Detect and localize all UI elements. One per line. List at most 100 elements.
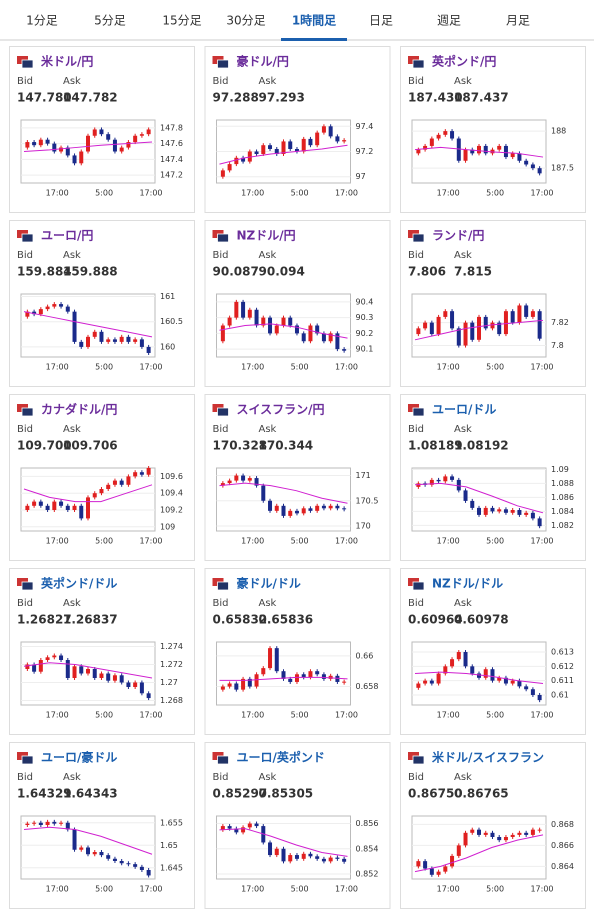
candle [530, 311, 535, 317]
candle [463, 490, 468, 501]
candle [429, 322, 434, 335]
card: ランド/円 Bid Ask 7.806 7.815 7.8 7.82 17:00 5:00 17:… [400, 220, 586, 387]
candle [429, 868, 434, 875]
candle [301, 138, 306, 152]
x-tick-label: 17:00 [46, 189, 69, 198]
tab[interactable]: 5分足 [94, 14, 126, 28]
y-tick-label: 97.2 [356, 147, 374, 156]
tab[interactable]: 週足 [437, 14, 461, 28]
candle [86, 135, 90, 152]
candle [510, 510, 515, 513]
x-tick-label: 17:00 [241, 885, 264, 894]
candle [517, 305, 522, 323]
candle [443, 476, 448, 482]
y-tick-label: 161 [160, 292, 175, 301]
y-tick-label: 1.274 [160, 642, 183, 651]
pair-name[interactable]: ランド/円 [432, 229, 484, 243]
candle [268, 317, 273, 334]
candle [423, 145, 428, 150]
x-tick-label: 17:00 [139, 537, 162, 546]
x-tick-label: 5:00 [95, 537, 113, 546]
tab[interactable]: 月足 [506, 14, 530, 28]
tab[interactable]: 15分足 [162, 14, 201, 28]
moving-average [219, 828, 348, 857]
candle [146, 346, 151, 353]
pair-name[interactable]: 米ドル/円 [41, 54, 93, 69]
x-tick-label: 17:00 [437, 711, 460, 720]
candle [274, 648, 279, 672]
candle [92, 129, 97, 136]
pair-name[interactable]: NZドル/円 [237, 229, 296, 243]
candle [463, 652, 468, 667]
candle [25, 505, 30, 510]
x-tick-label: 5:00 [291, 189, 309, 198]
pair-name[interactable]: 米ドル/スイスフラン [432, 750, 544, 765]
x-tick-label: 17:00 [241, 711, 264, 720]
flag [217, 581, 229, 591]
candle [321, 674, 326, 679]
moving-average [219, 323, 348, 339]
pair-name[interactable]: 豪ドル/円 [237, 54, 289, 69]
pair-name[interactable]: NZドル/ドル [432, 577, 503, 591]
candle [261, 485, 266, 501]
pair-name[interactable]: スイスフラン/円 [237, 403, 325, 417]
candle [254, 674, 259, 687]
candle [294, 510, 299, 514]
candle [139, 339, 144, 347]
candle [52, 821, 57, 824]
candle [463, 149, 468, 161]
tab[interactable]: 1時間足 [292, 13, 336, 28]
bid-value: 0.85297 [213, 787, 268, 801]
pair-name[interactable]: カナダドル/円 [41, 402, 117, 417]
candle [126, 142, 131, 148]
ask-label: Ask [63, 772, 81, 783]
bid-value: 109.700 [17, 439, 72, 453]
candle [429, 479, 434, 485]
candle [72, 829, 77, 850]
pair-name[interactable]: 英ポンド/ドル [41, 576, 117, 591]
pair-name[interactable]: ユーロ/ドル [432, 403, 496, 417]
y-tick-label: 7.8 [551, 341, 564, 350]
candle [32, 822, 37, 824]
candle [79, 666, 84, 674]
candle [92, 331, 97, 337]
moving-average [414, 319, 544, 341]
moving-average [219, 144, 348, 165]
y-tick-label: 0.61 [551, 690, 569, 699]
pair-name[interactable]: ユーロ/豪ドル [41, 750, 117, 765]
tab[interactable]: 1分足 [26, 14, 58, 28]
y-tick-label: 1.086 [551, 493, 574, 502]
pair-name[interactable]: 豪ドル/ドル [237, 576, 301, 591]
bid-value: 0.86750 [408, 787, 463, 801]
x-tick-label: 5:00 [486, 711, 504, 720]
y-tick-label: 90.3 [356, 313, 374, 322]
x-tick-label: 17:00 [241, 363, 264, 372]
pair-name[interactable]: ユーロ/円 [41, 229, 93, 243]
y-tick-label: 170.5 [356, 496, 379, 505]
ask-value: 0.86765 [454, 787, 509, 801]
x-tick-label: 17:00 [46, 885, 69, 894]
ask-value: 1.08192 [454, 439, 509, 453]
x-tick-label: 17:00 [241, 189, 264, 198]
ask-value: 187.437 [454, 91, 509, 105]
candle [470, 829, 475, 833]
tab[interactable]: 30分足 [226, 14, 265, 28]
candle [59, 822, 64, 824]
candle [52, 655, 57, 658]
ask-label: Ask [259, 598, 277, 609]
y-tick-label: 0.613 [551, 648, 574, 657]
candle [294, 325, 299, 334]
candle [241, 157, 246, 162]
candle [490, 669, 495, 681]
candle [112, 480, 117, 485]
tab[interactable]: 日足 [369, 14, 393, 28]
candle [503, 509, 508, 513]
ask-value: 170.344 [259, 439, 314, 453]
pair-name[interactable]: 英ポンド/円 [432, 54, 496, 69]
candle [65, 306, 70, 312]
candle [477, 507, 481, 515]
y-tick-label: 0.864 [551, 862, 574, 871]
pair-name[interactable]: ユーロ/英ポンド [237, 750, 325, 765]
